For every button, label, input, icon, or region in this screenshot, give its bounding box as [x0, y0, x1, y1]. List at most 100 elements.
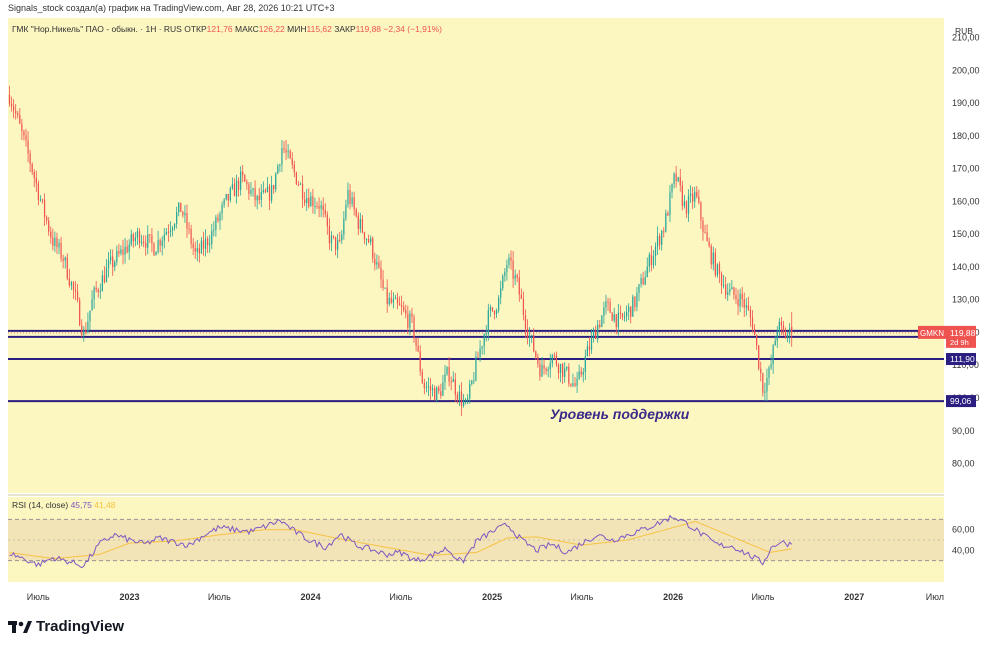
- candle[interactable]: [41, 198, 44, 204]
- candle[interactable]: [143, 235, 145, 248]
- symbol-legend[interactable]: ГМК "Нор.Никель" ПАО - обыкн. · 1Н · RUS…: [12, 24, 442, 34]
- candle[interactable]: [621, 312, 624, 321]
- candle[interactable]: [85, 322, 87, 335]
- candle[interactable]: [235, 174, 238, 204]
- candle[interactable]: [749, 305, 752, 327]
- candle[interactable]: [161, 236, 163, 256]
- candle[interactable]: [64, 256, 66, 269]
- candle[interactable]: [656, 226, 659, 256]
- candle[interactable]: [588, 336, 591, 357]
- candle[interactable]: [442, 374, 444, 397]
- candle[interactable]: [584, 349, 586, 380]
- candle[interactable]: [359, 212, 361, 233]
- candle[interactable]: [46, 215, 48, 225]
- candle[interactable]: [489, 304, 492, 317]
- candle[interactable]: [268, 183, 271, 211]
- candle[interactable]: [56, 232, 58, 255]
- candle[interactable]: [735, 287, 737, 304]
- candle[interactable]: [576, 371, 578, 393]
- candle[interactable]: [326, 211, 328, 235]
- candle[interactable]: [677, 176, 679, 183]
- candle[interactable]: [570, 383, 572, 388]
- candle[interactable]: [328, 217, 331, 250]
- candle[interactable]: [485, 324, 487, 342]
- candle[interactable]: [559, 363, 562, 383]
- candle[interactable]: [390, 290, 392, 305]
- candle[interactable]: [21, 119, 23, 140]
- candle[interactable]: [337, 233, 339, 259]
- candle[interactable]: [516, 273, 518, 283]
- candle[interactable]: [638, 283, 640, 302]
- candle[interactable]: [153, 242, 155, 257]
- candle[interactable]: [683, 194, 686, 209]
- candle[interactable]: [574, 376, 576, 388]
- candle[interactable]: [597, 319, 599, 343]
- candle[interactable]: [650, 245, 652, 272]
- candle[interactable]: [211, 223, 213, 250]
- candle[interactable]: [753, 324, 756, 336]
- candle[interactable]: [380, 260, 382, 289]
- candle[interactable]: [361, 215, 364, 234]
- candle[interactable]: [126, 240, 128, 254]
- candle[interactable]: [720, 271, 723, 295]
- candle[interactable]: [242, 164, 244, 183]
- candle[interactable]: [256, 194, 258, 210]
- candle[interactable]: [564, 362, 566, 383]
- candle[interactable]: [729, 282, 731, 296]
- candle[interactable]: [39, 195, 42, 202]
- candle[interactable]: [130, 229, 132, 247]
- candle[interactable]: [8, 85, 11, 107]
- candle[interactable]: [696, 185, 698, 199]
- candle[interactable]: [367, 234, 370, 244]
- candle[interactable]: [258, 187, 260, 205]
- candle[interactable]: [202, 231, 205, 256]
- candle[interactable]: [62, 254, 64, 269]
- candle[interactable]: [401, 295, 403, 316]
- candle[interactable]: [48, 217, 50, 236]
- candle[interactable]: [291, 152, 293, 169]
- candle[interactable]: [646, 257, 648, 278]
- candle[interactable]: [330, 231, 333, 252]
- candle[interactable]: [687, 189, 690, 222]
- candle[interactable]: [473, 372, 475, 385]
- candle[interactable]: [692, 186, 694, 209]
- candle[interactable]: [376, 254, 378, 270]
- candle[interactable]: [299, 182, 302, 185]
- candle[interactable]: [215, 214, 217, 237]
- candle[interactable]: [83, 326, 85, 342]
- candle[interactable]: [351, 191, 353, 207]
- candle[interactable]: [173, 223, 176, 231]
- candle[interactable]: [789, 323, 791, 344]
- candle[interactable]: [118, 243, 120, 257]
- candle[interactable]: [134, 232, 137, 247]
- candle[interactable]: [79, 297, 81, 327]
- candle[interactable]: [196, 239, 198, 262]
- candle[interactable]: [673, 172, 675, 189]
- candle[interactable]: [297, 180, 300, 187]
- candle[interactable]: [140, 234, 143, 247]
- candle[interactable]: [502, 274, 504, 291]
- candle[interactable]: [562, 362, 564, 385]
- candle[interactable]: [456, 391, 458, 404]
- candle[interactable]: [35, 170, 37, 192]
- candle[interactable]: [448, 357, 450, 387]
- candle[interactable]: [231, 177, 234, 190]
- candle[interactable]: [105, 259, 108, 283]
- candle[interactable]: [54, 231, 56, 253]
- candle[interactable]: [411, 307, 413, 324]
- candle[interactable]: [526, 319, 529, 345]
- candle[interactable]: [438, 385, 440, 394]
- candle[interactable]: [169, 221, 172, 238]
- candle[interactable]: [273, 184, 275, 194]
- candle[interactable]: [718, 261, 721, 284]
- candle[interactable]: [159, 238, 161, 253]
- candle[interactable]: [477, 351, 479, 358]
- candle[interactable]: [19, 108, 21, 125]
- rsi-legend[interactable]: RSI (14, close) 45,75 41,48: [12, 500, 116, 510]
- candle[interactable]: [128, 239, 130, 260]
- candle[interactable]: [386, 279, 388, 313]
- candle[interactable]: [733, 286, 735, 300]
- candle[interactable]: [343, 211, 345, 240]
- candle[interactable]: [250, 182, 252, 197]
- candle[interactable]: [751, 310, 754, 332]
